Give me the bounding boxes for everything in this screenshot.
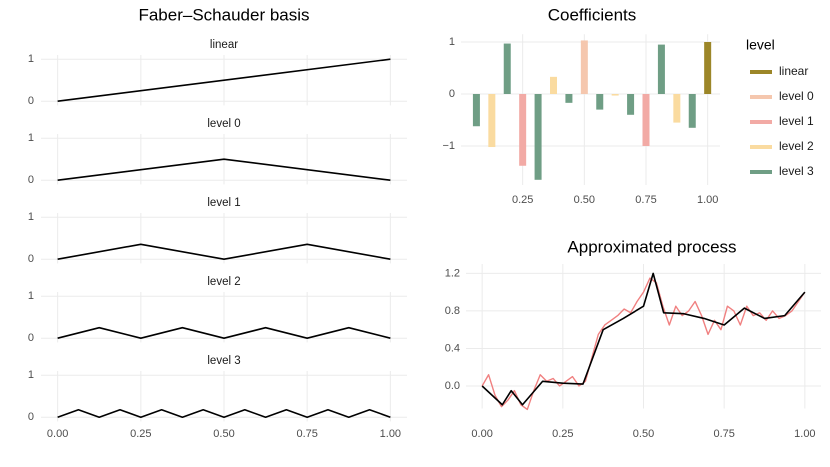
legend-label: level 0 xyxy=(779,89,814,103)
basis-line xyxy=(57,58,391,102)
x-tick-label: 0.25 xyxy=(552,428,573,440)
bar xyxy=(688,94,696,128)
y-tick-label: 0 xyxy=(28,411,34,423)
x-tick-label: 1.00 xyxy=(380,428,401,440)
y-tick-label: 1.2 xyxy=(445,267,460,279)
y-tick-label: −1 xyxy=(442,140,455,152)
bar xyxy=(642,94,650,146)
x-tick-label: 0.00 xyxy=(471,428,492,440)
y-tick-label: 0 xyxy=(28,253,34,265)
x-tick-label: 1.00 xyxy=(697,194,718,206)
x-tick-label: 0.25 xyxy=(130,428,151,440)
y-tick-label: 0 xyxy=(28,332,34,344)
x-tick-label: 0.75 xyxy=(296,428,317,440)
y-tick-label: 0.4 xyxy=(445,342,460,354)
basis-line xyxy=(57,243,391,260)
y-tick-label: 1 xyxy=(28,53,34,65)
chart-title: Faber–Schauder basis xyxy=(138,5,309,24)
x-tick-label: 0.50 xyxy=(213,428,234,440)
bar xyxy=(534,94,542,180)
legend-label: linear xyxy=(779,64,808,78)
basis-line xyxy=(57,158,391,181)
series-line xyxy=(481,272,806,406)
basis-line xyxy=(57,326,391,339)
y-tick-label: 1 xyxy=(28,211,34,223)
legend-label: level 2 xyxy=(779,139,814,153)
series-line xyxy=(481,277,806,411)
x-tick-label: 0.25 xyxy=(512,194,533,206)
bar xyxy=(673,94,681,123)
x-tick-label: 0.50 xyxy=(633,428,654,440)
strip-label: level 3 xyxy=(207,355,240,367)
y-tick-label: 1 xyxy=(28,132,34,144)
y-tick-label: 1 xyxy=(28,290,34,302)
strip-label: level 2 xyxy=(207,276,240,288)
y-tick-label: 0 xyxy=(28,174,34,186)
bar xyxy=(472,94,480,127)
y-tick-label: 1 xyxy=(449,36,455,48)
strip-label: linear xyxy=(210,39,238,51)
chart-title: Approximated process xyxy=(567,237,736,256)
bar xyxy=(503,43,511,94)
bar xyxy=(627,94,635,115)
chart-title: Coefficients xyxy=(548,5,637,24)
y-tick-label: 0.8 xyxy=(445,305,460,317)
bar xyxy=(596,94,604,110)
bar xyxy=(704,42,712,94)
bar xyxy=(550,76,557,94)
legend-label: level 3 xyxy=(779,164,814,178)
y-tick-label: 1 xyxy=(28,369,34,381)
bar xyxy=(580,40,588,94)
x-tick-label: 0.50 xyxy=(574,194,595,206)
y-tick-label: 0.0 xyxy=(445,380,460,392)
bar xyxy=(565,94,573,103)
bar xyxy=(488,94,496,148)
x-tick-label: 1.00 xyxy=(794,428,815,440)
x-tick-label: 0.00 xyxy=(47,428,68,440)
x-tick-label: 0.75 xyxy=(713,428,734,440)
strip-label: level 1 xyxy=(207,197,240,209)
legend-label: level 1 xyxy=(779,114,814,128)
strip-label: level 0 xyxy=(207,118,240,130)
y-tick-label: 0 xyxy=(28,95,34,107)
bar xyxy=(611,94,619,96)
bar xyxy=(519,94,527,166)
bar xyxy=(657,44,665,94)
x-tick-label: 0.75 xyxy=(635,194,656,206)
y-tick-label: 0 xyxy=(449,88,455,100)
legend-title: level xyxy=(746,37,775,53)
basis-line xyxy=(57,408,391,418)
